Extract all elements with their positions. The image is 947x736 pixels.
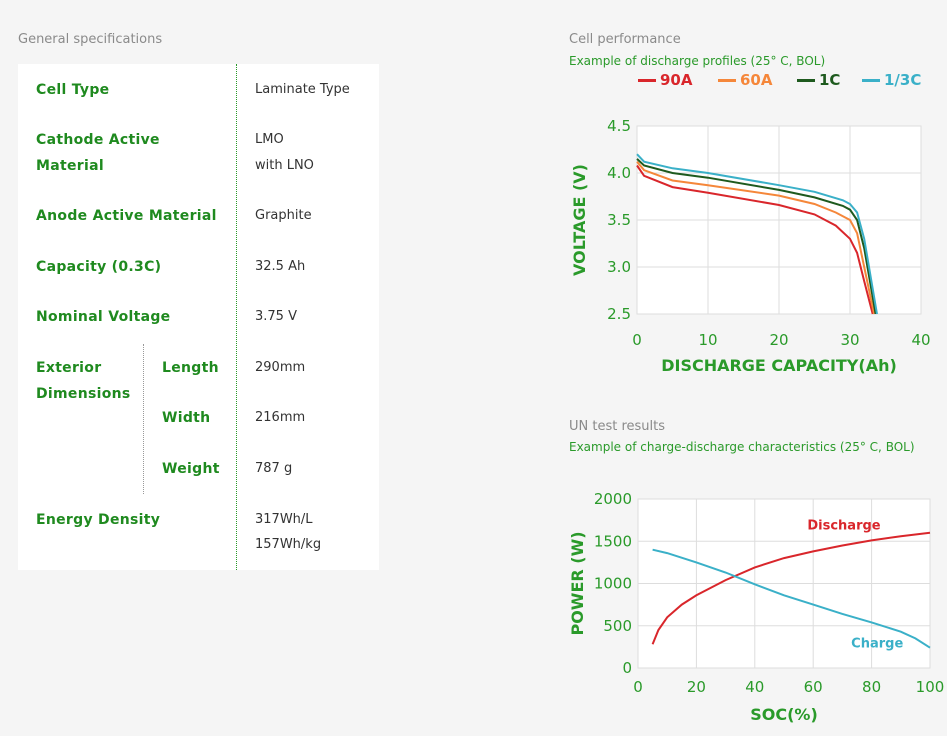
power-soc-chart: 0 20 40 60 80 1000500100015002000SOC(%)POWER …: [568, 490, 945, 724]
spec-value: 157Wh/kg: [255, 537, 322, 552]
y-axis-label: POWER (W): [568, 531, 587, 635]
series-label-charge: Charge: [851, 637, 903, 652]
spec-sublabel: Length: [162, 360, 219, 376]
y-tick-label: 3.5: [607, 211, 631, 229]
y-tick-label: 4.0: [607, 164, 631, 182]
legend-1c: 1C: [797, 71, 840, 89]
y-tick-label: 0: [622, 659, 632, 677]
column-divider: [236, 64, 237, 570]
y-tick-label: 3.0: [607, 258, 631, 276]
legend-90a: 90A: [638, 71, 692, 89]
spec-sublabel: Width: [162, 410, 211, 426]
discharge-profile-chart: 0 10 20 30 40 2.5 3.0 3.5 4.0 4.5 DISCHARGE CAPACI…: [570, 117, 931, 375]
y-tick-label: 1500: [594, 532, 632, 550]
spec-value: with LNO: [255, 158, 314, 173]
x-tick-label: 10: [698, 331, 717, 349]
spec-value: 290mm: [255, 360, 306, 375]
spec-label: Anode Active Material: [36, 208, 217, 224]
series-line-charge: [652, 548, 931, 649]
x-tick-label: 80: [862, 678, 881, 696]
series-line-90a: [636, 164, 874, 315]
spec-value: Laminate Type: [255, 82, 350, 97]
spec-value: 32.5 Ah: [255, 259, 306, 274]
un-test-title: UN test results: [569, 419, 666, 434]
spec-label: Cathode Active Material: [36, 132, 160, 174]
series-line-discharge: [651, 531, 931, 645]
spec-table: Cell Type Laminate Type Cathode Active M…: [18, 64, 379, 570]
spec-sublabel: Weight: [162, 461, 220, 477]
spec-label: Capacity (0.3C): [36, 259, 162, 275]
chart2-title: Example of charge-discharge characterist…: [569, 440, 915, 454]
spec-value: 216mm: [255, 410, 306, 425]
x-axis-label: SOC(%): [750, 705, 818, 724]
sub-divider: [143, 344, 144, 494]
legend-label: 90A: [660, 71, 693, 89]
x-tick-label: 0: [633, 678, 643, 696]
y-tick-label: 2000: [594, 490, 632, 508]
spec-label: Nominal Voltage: [36, 309, 171, 325]
x-tick-label: 60: [804, 678, 823, 696]
legend-label: 60A: [740, 71, 773, 89]
series-line-60a: [636, 161, 876, 315]
y-axis-label: VOLTAGE (V): [570, 164, 589, 276]
x-axis-label: DISCHARGE CAPACITY(Ah): [661, 356, 897, 375]
legend-label: 1/3C: [884, 71, 922, 89]
spec-value: 317Wh/L: [255, 512, 313, 527]
spec-value: 787 g: [255, 461, 293, 476]
series-line-1c: [636, 158, 877, 315]
x-tick-label: 100: [916, 678, 945, 696]
legend-60a: 60A: [718, 71, 772, 89]
spec-value: LMO: [255, 132, 284, 147]
x-tick-label: 20: [769, 331, 788, 349]
x-tick-label: 40: [911, 331, 930, 349]
chart1-title: Example of discharge profiles (25° C, BO…: [569, 54, 826, 68]
y-tick-label: 4.5: [607, 117, 631, 135]
series-label-discharge: Discharge: [807, 518, 880, 533]
series-line-1-3c: [636, 153, 878, 315]
spec-value: 3.75 V: [255, 309, 297, 324]
legend-1-3c: 1/3C: [862, 71, 921, 89]
spec-label: Cell Type: [36, 82, 110, 98]
x-tick-label: 40: [745, 678, 764, 696]
x-tick-label: 0: [632, 331, 642, 349]
cell-performance-title: Cell performance: [569, 32, 681, 47]
spec-label: Exterior Dimensions: [36, 360, 131, 402]
spec-value: Graphite: [255, 208, 312, 223]
y-tick-label: 500: [603, 617, 632, 635]
general-specs-title: General specifications: [18, 32, 163, 47]
legend-label: 1C: [819, 71, 841, 89]
spec-label: Energy Density: [36, 512, 161, 528]
y-tick-label: 2.5: [607, 305, 631, 323]
x-tick-label: 30: [840, 331, 859, 349]
y-tick-label: 1000: [594, 575, 632, 593]
x-tick-label: 20: [687, 678, 706, 696]
